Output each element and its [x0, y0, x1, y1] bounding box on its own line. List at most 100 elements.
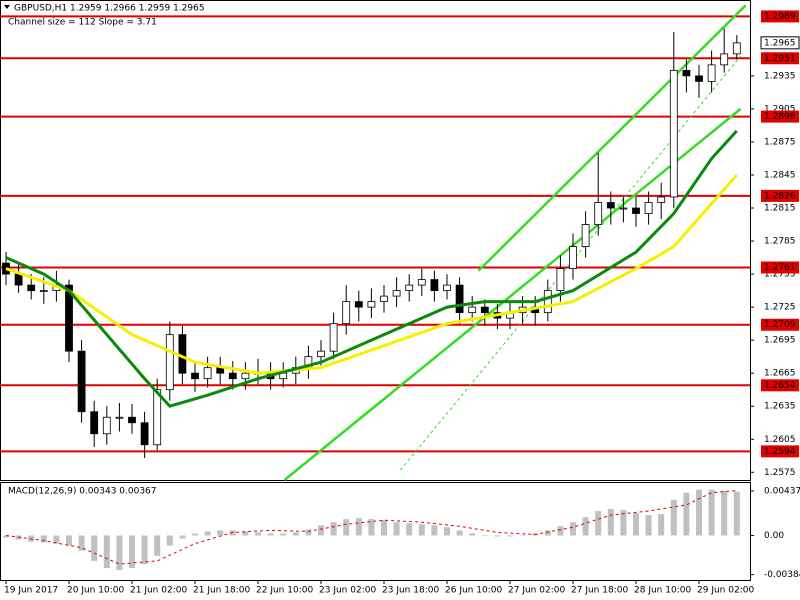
macd-bar	[595, 511, 602, 536]
level-label-box	[761, 189, 799, 202]
level-label: 1.2761	[764, 263, 796, 273]
macd-bar	[670, 499, 677, 536]
macd-bar	[355, 518, 362, 536]
x-tick-label: 20 Jun 10:00	[67, 586, 124, 596]
macd-bar	[204, 531, 211, 536]
macd-bar	[570, 522, 576, 536]
candle-body	[392, 290, 401, 297]
menu-arrow[interactable]	[4, 5, 10, 9]
macd-bar	[116, 535, 123, 571]
y-tick-label: 1.2935	[764, 71, 796, 81]
candle-body	[90, 411, 99, 435]
candle-body	[569, 246, 577, 269]
candle-body	[707, 64, 716, 82]
level-label-box	[761, 318, 799, 331]
candle-body	[128, 416, 136, 424]
macd-bar	[607, 508, 614, 536]
candle-body	[606, 202, 615, 209]
macd-bar	[154, 535, 161, 556]
macd-bar	[418, 524, 425, 536]
x-tick-label: 21 Jun 02:00	[130, 586, 187, 596]
macd-bar	[53, 535, 60, 544]
x-tick-label: 29 Jun 02:00	[697, 586, 754, 596]
macd-bar	[557, 526, 564, 536]
candle-body	[644, 202, 653, 214]
macd-bar	[494, 535, 501, 537]
macd-bar	[633, 513, 639, 536]
macd-bar	[318, 525, 324, 536]
macd-bar	[40, 535, 47, 543]
macd-bar	[66, 535, 72, 546]
candle-body	[14, 273, 23, 286]
chart-title: GBPUSD,H1 1.2959 1.2966 1.2959 1.2965	[14, 4, 205, 14]
macd-bar	[166, 535, 173, 546]
y-tick-label: 0.00	[764, 531, 784, 541]
y-tick-label: 1.2875	[764, 137, 796, 147]
macd-bar	[343, 519, 350, 536]
candle-body	[115, 416, 124, 419]
x-tick-label: 27 Jun 02:00	[508, 586, 565, 596]
moving-average	[5, 174, 738, 375]
macd-bar	[683, 492, 690, 536]
candle-body	[619, 207, 628, 210]
candle-body	[77, 350, 86, 413]
x-tick-label: 21 Jun 18:00	[193, 586, 250, 596]
candle-body	[191, 372, 199, 380]
y-tick-label: 1.2695	[764, 336, 796, 346]
current-price-box	[760, 36, 800, 50]
y-tick-label: 1.2905	[764, 104, 796, 114]
candle-body	[556, 268, 565, 292]
level-label: 1.2826	[764, 191, 796, 201]
y-tick-label: 1.2785	[764, 237, 796, 247]
macd-bar	[544, 530, 551, 536]
macd-bar	[507, 535, 513, 537]
macd-bar	[141, 535, 148, 565]
macd-bar	[3, 535, 9, 538]
macd-bar	[305, 529, 312, 536]
candle-body	[430, 279, 439, 292]
candle-body	[65, 284, 73, 352]
macd-bar	[280, 533, 287, 536]
macd-bar	[103, 535, 110, 569]
signal-line	[5, 490, 737, 565]
candle-body	[594, 202, 603, 225]
y-tick-label: 1.2755	[764, 270, 796, 280]
candle-body	[228, 372, 237, 380]
candle-body	[178, 334, 187, 374]
macd-bar	[519, 535, 526, 536]
level-label: 1.2654	[764, 381, 796, 391]
candle-body	[354, 301, 363, 308]
macd-panel	[0, 482, 751, 581]
macd-bar	[620, 510, 627, 536]
macd-bar	[91, 535, 98, 561]
y-tick-label: -0.00384	[764, 570, 800, 580]
candle-body	[468, 306, 477, 314]
macd-bar	[444, 527, 450, 536]
macd-bar	[469, 533, 476, 536]
level-label-box	[761, 52, 799, 65]
x-tick-label: 23 Jun 02:00	[319, 586, 376, 596]
macd-bar	[129, 535, 135, 569]
macd-bar	[696, 489, 702, 536]
macd-bar	[267, 533, 274, 536]
y-tick-label: 1.2665	[764, 369, 796, 379]
candle-body	[241, 372, 250, 380]
candle-body	[543, 290, 552, 314]
y-tick-label: 1.2635	[764, 402, 796, 412]
macd-bar	[330, 522, 337, 536]
candle-body	[140, 422, 149, 446]
macd-bar	[645, 515, 652, 536]
candle-body	[153, 389, 162, 446]
y-tick-label: 1.2845	[764, 170, 796, 180]
candle-body	[732, 42, 741, 55]
level-label: 1.2898	[764, 112, 796, 122]
candle-body	[682, 69, 691, 77]
candle-body	[380, 295, 388, 303]
candle-body	[203, 367, 212, 380]
price-panel	[0, 0, 751, 481]
macd-bar	[368, 519, 375, 536]
y-tick-label: 1.2575	[764, 468, 796, 478]
macd-bar	[406, 523, 413, 536]
candle-body	[455, 284, 464, 314]
